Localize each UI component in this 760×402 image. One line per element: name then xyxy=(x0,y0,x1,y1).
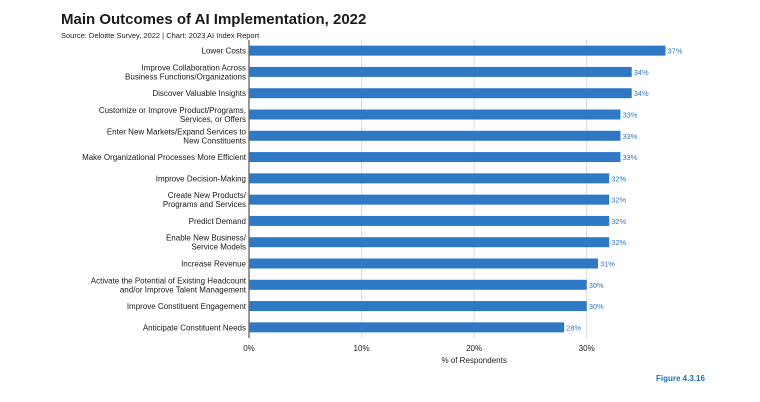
category-label-line: Anticipate Constituent Needs xyxy=(143,323,246,332)
bar xyxy=(249,130,621,141)
bar xyxy=(249,173,610,184)
category-label-line: New Constituents xyxy=(183,136,246,145)
category-label: Discover Valuable Insights xyxy=(152,89,246,98)
category-label: Enter New Markets/Expand Services to New … xyxy=(107,127,247,145)
category-label: Activate the Potential of Existing Headc… xyxy=(91,276,247,294)
category-label-line: Improve Collaboration Across xyxy=(142,63,247,72)
value-label: 33% xyxy=(622,111,637,120)
value-label: 34% xyxy=(634,68,649,77)
bar xyxy=(249,215,610,226)
chart-title: Main Outcomes of AI Implementation, 2022 xyxy=(61,11,367,28)
category-label-line: Increase Revenue xyxy=(181,260,246,269)
category-label: Enable New Business/Service Models xyxy=(166,234,247,252)
bar xyxy=(249,66,632,77)
value-label: 32% xyxy=(611,238,626,247)
bar xyxy=(249,109,621,120)
value-label: 32% xyxy=(611,174,626,183)
category-label: Anticipate Constituent Needs xyxy=(143,323,246,332)
category-label: Predict Demand xyxy=(189,217,246,226)
category-label: Improve Collaboration Across Business Fun… xyxy=(125,63,246,81)
category-label-line: Predict Demand xyxy=(189,217,246,226)
bar xyxy=(249,237,610,248)
category-label-line: Customize or Improve Product/Programs, xyxy=(99,106,246,115)
category-label-line: Programs and Services xyxy=(163,200,246,209)
bar xyxy=(249,45,666,56)
category-label-line: Enter New Markets/Expand Services to xyxy=(107,127,247,136)
value-label: 37% xyxy=(667,47,682,56)
category-label: Create New Products/Programs and Service… xyxy=(163,191,247,209)
category-label-line: Services, or Offers xyxy=(180,115,246,124)
category-label: Improve Decision-Making xyxy=(156,174,246,183)
value-label: 31% xyxy=(600,260,615,269)
bar xyxy=(249,88,632,99)
category-label: Improve Constituent Engagement xyxy=(127,302,247,311)
bar xyxy=(249,279,587,290)
category-label-line: Create New Products/ xyxy=(168,191,247,200)
chart-source: Source: Deloitte Survey, 2022 | Chart: 2… xyxy=(61,31,260,40)
category-label-line: Enable New Business/ xyxy=(166,234,247,243)
category-label: Lower Costs xyxy=(202,47,246,56)
category-label-line: Service Models xyxy=(191,243,246,252)
x-tick-label: 30% xyxy=(579,344,595,353)
bar xyxy=(249,301,587,312)
value-label: 33% xyxy=(622,132,637,141)
x-axis-title: % of Respondents xyxy=(441,356,506,365)
category-label: Customize or Improve Product/Programs, Se… xyxy=(99,106,246,124)
category-label-line: Business Functions/Organizations xyxy=(125,72,246,81)
category-label: Increase Revenue xyxy=(181,260,246,269)
figure-label: Figure 4.3.16 xyxy=(656,374,705,383)
bar xyxy=(249,322,565,333)
value-label: 28% xyxy=(566,323,581,332)
value-label: 30% xyxy=(589,302,604,311)
bar xyxy=(249,152,621,163)
value-label: 32% xyxy=(611,196,626,205)
value-label: 33% xyxy=(622,153,637,162)
bar xyxy=(249,258,598,269)
category-label: Make Organizational Processes More Effic… xyxy=(82,153,247,162)
x-tick-label: 0% xyxy=(243,344,255,353)
category-label-line: Improve Decision-Making xyxy=(156,174,246,183)
category-label-line: Improve Constituent Engagement xyxy=(127,302,247,311)
value-label: 34% xyxy=(634,89,649,98)
value-label: 30% xyxy=(589,281,604,290)
value-label: 32% xyxy=(611,217,626,226)
bar xyxy=(249,194,610,205)
category-label-line: and/or Improve Talent Management xyxy=(120,285,247,294)
category-label-line: Lower Costs xyxy=(202,47,246,56)
x-tick-label: 10% xyxy=(354,344,370,353)
category-label-line: Discover Valuable Insights xyxy=(152,89,246,98)
category-label-line: Make Organizational Processes More Effic… xyxy=(82,153,247,162)
category-label-line: Activate the Potential of Existing Headc… xyxy=(91,276,247,285)
x-tick-label: 20% xyxy=(466,344,482,353)
